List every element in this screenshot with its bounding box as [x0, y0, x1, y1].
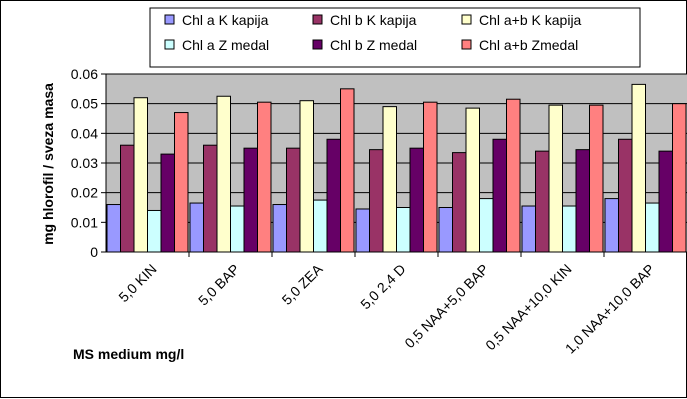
bar [355, 208, 370, 253]
y-tick-label: 0.01 [71, 214, 98, 230]
bar [160, 153, 175, 253]
bar [548, 104, 563, 253]
x-category-label: 0,5 NAA+5,0 BAP [401, 261, 491, 351]
axes [105, 74, 687, 257]
bar [506, 98, 521, 253]
bar [286, 147, 301, 253]
bar [452, 152, 467, 253]
bar [340, 88, 355, 253]
y-tick-label: 0.05 [71, 96, 98, 112]
x-category-label: 5,0 ZEA [279, 260, 327, 308]
bars [106, 83, 687, 253]
bar [658, 150, 673, 253]
x-category-label: 5,0 KIN [115, 261, 159, 305]
bar [133, 97, 148, 253]
legend-swatch [164, 39, 175, 50]
bar [438, 207, 453, 253]
bar [230, 205, 245, 253]
bar [203, 144, 218, 253]
bar [257, 101, 272, 253]
bar [479, 198, 494, 253]
bar [369, 149, 384, 253]
bar [631, 83, 646, 253]
bar [521, 205, 536, 253]
legend-swatch [312, 39, 323, 50]
y-tick-label: 0 [90, 244, 98, 260]
bar [147, 209, 162, 253]
legend-box [149, 7, 641, 68]
bar [313, 199, 328, 253]
bar [299, 100, 314, 253]
y-tick-label: 0.03 [71, 155, 98, 171]
legend-swatch [312, 14, 323, 25]
legend-label: Chl a K kapija [182, 12, 269, 28]
bar [189, 202, 204, 253]
bar [562, 205, 577, 253]
bar [243, 147, 258, 253]
x-category-label: 1,0 NAA+10,0 BAP [562, 261, 658, 357]
bar [382, 106, 397, 253]
bar [672, 103, 687, 253]
bar [409, 147, 424, 253]
legend-swatch [461, 39, 472, 50]
bar [106, 204, 121, 253]
bar [326, 138, 341, 253]
bar [120, 144, 135, 253]
legend-label: Chl b Z medal [330, 37, 417, 53]
bar [216, 95, 231, 253]
bar [645, 202, 660, 253]
y-tick-label: 0.06 [71, 66, 98, 82]
legend: Chl a K kapija Chl b K kapija Chl a+b K ka… [164, 12, 582, 53]
bar [492, 138, 507, 253]
bar [396, 207, 411, 253]
bar [272, 204, 287, 253]
legend-label: Chl b K kapija [330, 12, 417, 28]
bar [575, 149, 590, 253]
y-tick-label: 0.04 [71, 125, 98, 141]
x-axis-title: MS medium mg/l [73, 346, 184, 362]
legend-swatch [164, 14, 175, 25]
legend-label: Chl a Z medal [182, 37, 269, 53]
bar [618, 138, 633, 253]
y-tick-labels: 0 0.01 0.02 0.03 0.04 0.05 0.06 [71, 66, 98, 260]
x-category-label: 5,0 BAP [195, 261, 243, 309]
bar [174, 112, 189, 253]
x-category-label: 0,5 NAA+10,0 KIN [482, 261, 574, 353]
x-category-label: 5,0 2,4 D [357, 261, 408, 312]
bar [535, 150, 550, 253]
legend-label: Chl a+b K kapija [479, 12, 582, 28]
bar [589, 104, 604, 253]
y-axis-title: mg hlorofil / sveza masa [40, 83, 56, 245]
y-tick-label: 0.02 [71, 185, 98, 201]
bar [604, 198, 619, 253]
x-category-labels: 5,0 KIN 5,0 BAP 5,0 ZEA 5,0 2,4 D0,5 NAA+5,… [115, 260, 657, 356]
legend-label: Chl a+b Zmedal [479, 37, 578, 53]
legend-swatch [461, 14, 472, 25]
bar [465, 107, 480, 253]
bar [423, 101, 438, 253]
